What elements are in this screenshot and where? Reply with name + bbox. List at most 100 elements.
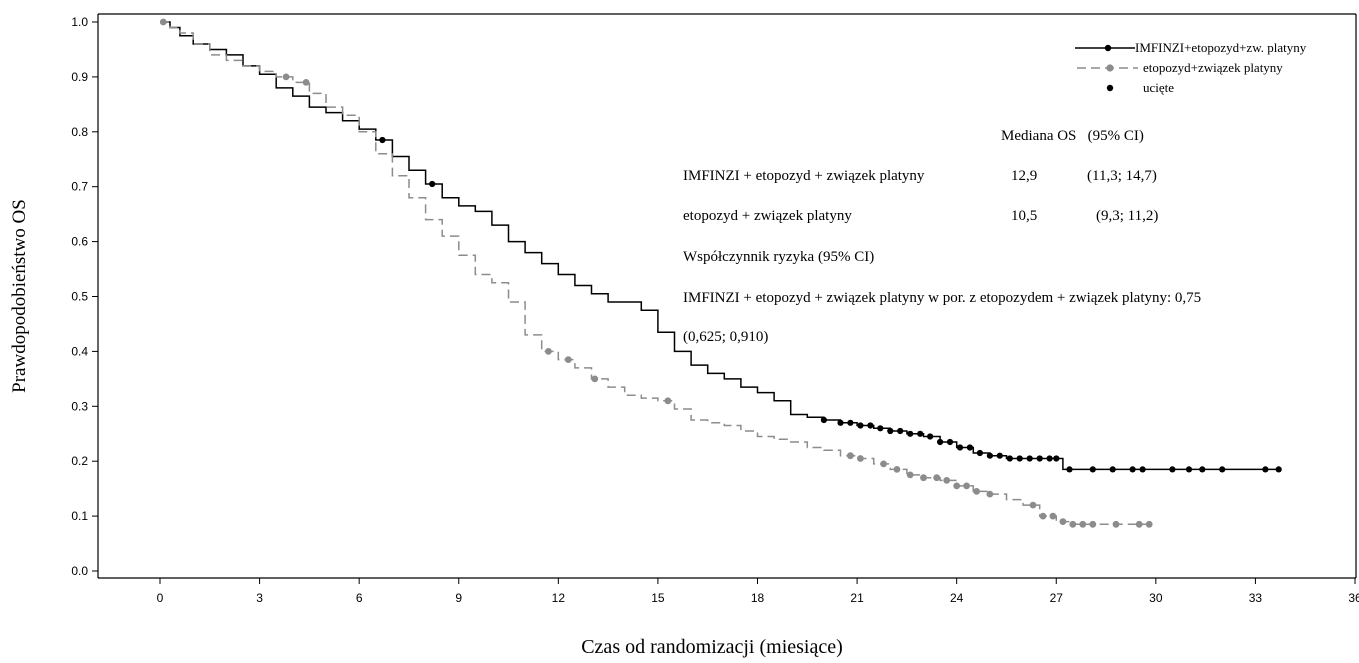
legend-marker-control [1106,64,1114,72]
censor-marker-imfinzi [946,438,954,446]
censor-marker-control [1059,518,1067,525]
censor-marker-imfinzi [887,427,894,435]
censor-marker-control [1029,501,1037,509]
x-tick-label: 36 [1348,591,1359,605]
censor-marker-control [963,482,970,490]
censor-marker-control [906,471,914,479]
censor-marker-imfinzi [867,422,874,429]
censor-marker-control [1069,520,1077,528]
x-tick-label: 33 [1249,591,1263,605]
censor-marker-control [943,477,951,484]
row2-label: etopozyd + związek platyny [683,208,852,224]
row1-label: IMFINZI + etopozyd + związek platyny [683,168,925,184]
x-tick-label: 12 [552,591,566,605]
censor-marker-control [1089,520,1097,528]
x-tick-label: 21 [850,591,864,605]
x-axis-ticks: 0 3 6 9 12 15 18 21 24 27 30 33 36 [157,578,1359,605]
censor-marker-imfinzi [1185,466,1193,473]
censor-marker-imfinzi [1262,466,1269,473]
row1-ci: (11,3; 14,7) [1087,168,1157,184]
censor-marker-control [1039,512,1047,520]
series-layer [159,18,1282,528]
censor-marker-control [880,460,887,468]
y-tick-label: 1.0 [71,15,88,29]
legend: IMFINZI+etopozyd+zw. platyny etopozyd+zw… [1075,40,1307,95]
censor-marker-imfinzi [1026,455,1033,462]
y-tick-label: 0.0 [71,564,88,578]
censor-marker-control [664,397,672,405]
censor-marker-control [564,356,572,363]
censor-marker-control [545,348,552,355]
annotations: Mediana OS (95% CI) IMFINZI + etopozyd +… [683,128,1201,345]
censor-marker-imfinzi [1219,466,1226,473]
censor-marker-control [857,455,864,462]
y-tick-label: 0.9 [71,70,88,84]
legend-marker-imfinzi [1104,44,1112,52]
censor-marker-control [1145,520,1153,528]
median-header: Mediana OS (95% CI) [1001,128,1144,144]
censor-marker-imfinzi [917,430,924,437]
censor-marker-imfinzi [837,419,844,426]
y-tick-label: 0.4 [71,344,88,358]
censor-marker-imfinzi [1199,466,1206,473]
censor-marker-imfinzi [986,452,994,459]
censor-marker-control [920,474,927,482]
censor-marker-imfinzi [976,449,984,457]
y-tick-label: 0.8 [71,125,88,139]
x-tick-label: 30 [1149,591,1163,605]
y-tick-label: 0.2 [71,454,88,468]
censor-marker-control [1079,520,1087,528]
censor-marker-imfinzi [996,452,1003,459]
censor-marker-imfinzi [1139,466,1146,473]
x-axis-title: Czas od randomizacji (miesiące) [581,636,843,658]
series-control-line [160,21,1150,526]
censor-marker-imfinzi [1275,466,1282,473]
censor-marker-control [1049,512,1057,520]
censor-marker-imfinzi [820,416,828,424]
censor-marker-imfinzi [847,419,854,426]
censor-marker-imfinzi [897,427,904,435]
censor-marker-imfinzi [937,438,944,446]
censor-marker-control [1112,520,1120,528]
series-imfinzi-line [160,21,1279,471]
censor-marker-imfinzi [429,180,436,188]
row2-ci: (9,3; 11,2) [1096,208,1158,224]
censor-marker-imfinzi [927,433,934,440]
legend-marker-censored [1106,84,1114,92]
hr-line-1: IMFINZI + etopozyd + związek platyny w p… [683,290,1201,306]
y-tick-label: 0.5 [71,290,88,304]
censor-marker-control [953,482,961,490]
censor-marker-imfinzi [379,136,386,144]
x-tick-label: 9 [455,591,462,605]
x-tick-label: 15 [651,591,665,605]
x-tick-label: 0 [157,591,164,605]
y-tick-label: 0.1 [71,509,88,523]
censor-marker-imfinzi [1006,455,1013,462]
censor-marker-control [973,488,980,495]
legend-label-control: etopozyd+związek platyny [1143,60,1283,75]
y-axis-ticks: 0.0 0.1 0.2 0.3 0.4 0.5 0.6 0.7 0.8 0.9 1.0 [71,15,98,578]
x-tick-label: 24 [950,591,964,605]
censor-marker-imfinzi [1089,466,1096,473]
censor-marker-imfinzi [966,444,974,451]
y-tick-label: 0.3 [71,399,88,413]
censor-marker-imfinzi [877,425,884,432]
censor-marker-control [847,452,854,460]
censor-marker-imfinzi [1066,466,1073,473]
y-tick-label: 0.6 [71,235,88,249]
censor-marker-imfinzi [1036,455,1043,462]
censor-marker-imfinzi [1169,466,1176,473]
row1-median: 12,9 [1011,168,1037,184]
censor-marker-imfinzi [907,430,914,437]
censor-marker-control [591,375,599,383]
censor-marker-imfinzi [1046,455,1053,462]
censor-marker-imfinzi [857,422,864,429]
censor-marker-control [302,79,310,86]
x-tick-label: 18 [751,591,765,605]
censor-marker-control [282,73,290,81]
legend-label-imfinzi: IMFINZI+etopozyd+zw. platyny [1135,40,1307,55]
row2-median: 10,5 [1011,208,1037,224]
censor-marker-imfinzi [1016,455,1023,462]
censor-marker-control [986,490,994,498]
